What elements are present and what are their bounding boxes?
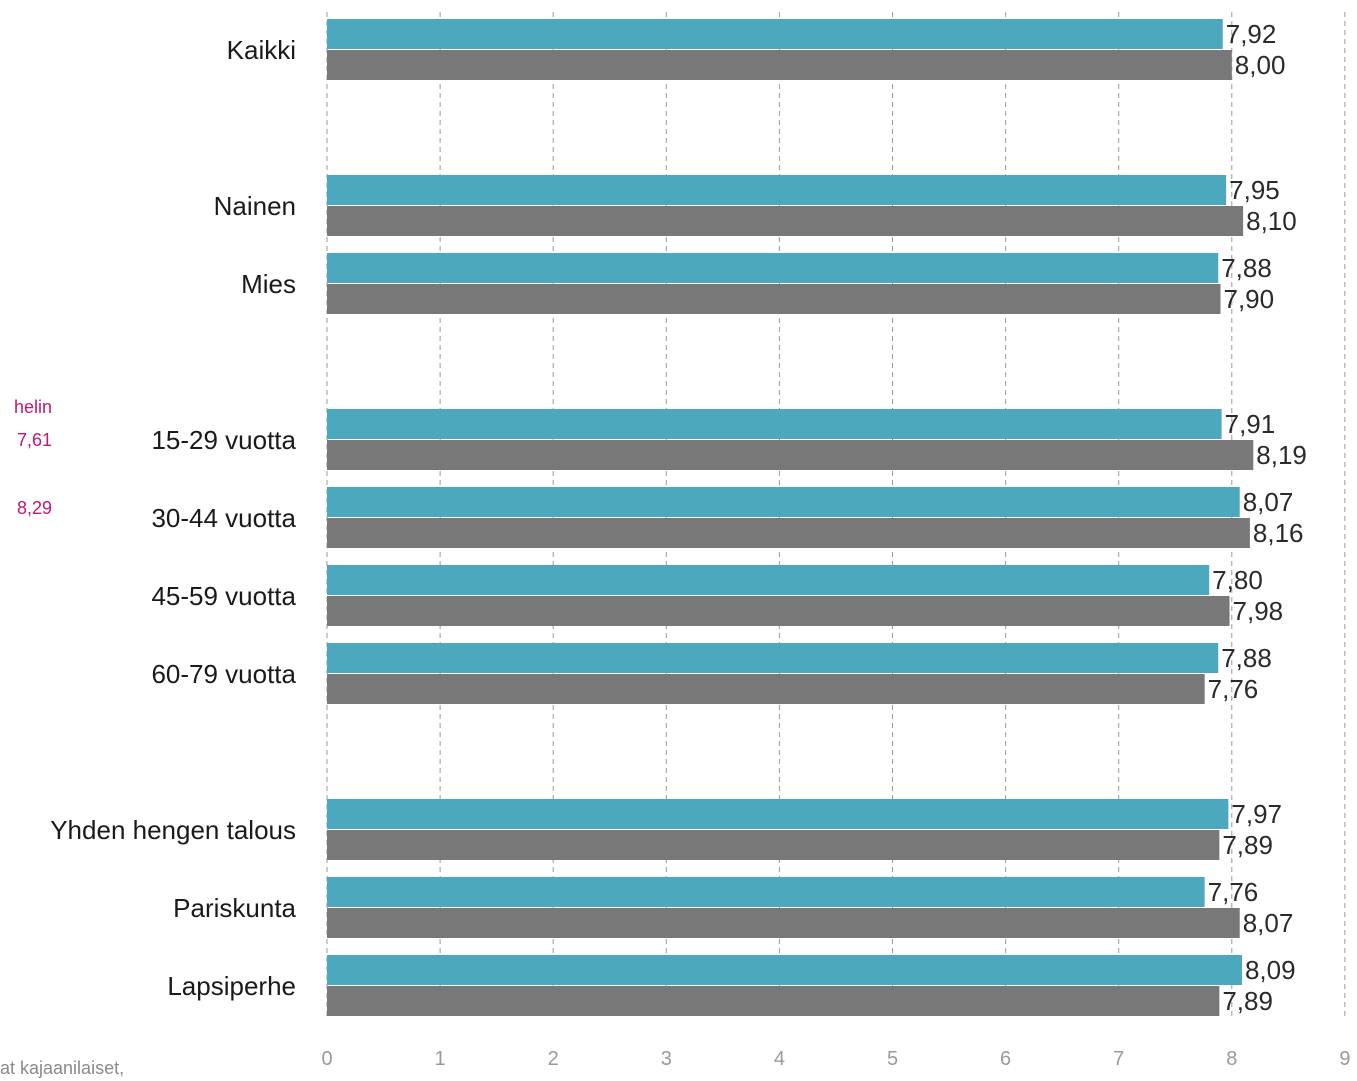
x-tick-label-5: 5	[887, 1048, 898, 1070]
data-label: 7,89	[1222, 986, 1273, 1016]
data-label: 8,16	[1253, 518, 1304, 548]
category-label: 60-79 vuotta	[151, 659, 296, 689]
bar-series-1	[327, 409, 1222, 439]
x-tick-label-3: 3	[661, 1048, 672, 1070]
data-label: 7,76	[1208, 877, 1259, 907]
x-tick-label-6: 6	[1000, 1048, 1011, 1070]
x-axis-ticks: 0 1 2 3 4 5 6 7 8 9	[321, 1048, 1350, 1070]
bar-series-2	[327, 206, 1244, 236]
data-label: 7,97	[1231, 799, 1282, 829]
x-tick-label-0: 0	[321, 1048, 332, 1070]
bar-series-1	[327, 175, 1227, 205]
category-label: Pariskunta	[173, 893, 296, 923]
bar-series-1	[327, 955, 1242, 985]
bar-series-1	[327, 19, 1223, 49]
x-tick-label-1: 1	[435, 1048, 446, 1070]
side-note-1: helin	[14, 397, 52, 417]
data-label: 7,95	[1229, 175, 1280, 205]
x-tick-label-8: 8	[1226, 1048, 1237, 1070]
side-note-3: 8,29	[17, 498, 52, 518]
category-label: Lapsiperhe	[167, 971, 296, 1001]
data-label: 8,09	[1245, 955, 1296, 985]
footnote-text: at kajaanilaiset,	[0, 1058, 124, 1078]
bar-series-2	[327, 908, 1240, 938]
category-label: Mies	[241, 269, 296, 299]
bar-series-2	[327, 518, 1250, 548]
x-tick-label-9: 9	[1339, 1048, 1350, 1070]
category-label: Kaikki	[227, 35, 296, 65]
data-label: 7,92	[1226, 19, 1277, 49]
bar-series-1	[327, 487, 1240, 517]
bar-series-1	[327, 799, 1229, 829]
bar-series-1	[327, 643, 1219, 673]
data-label: 7,76	[1208, 674, 1259, 704]
bar-series-1	[327, 565, 1210, 595]
bar-series-2	[327, 674, 1205, 704]
data-label: 7,89	[1222, 830, 1273, 860]
x-tick-label-7: 7	[1113, 1048, 1124, 1070]
bar-series-1	[327, 253, 1219, 283]
bar-series-2	[327, 284, 1221, 314]
data-label: 8,19	[1256, 440, 1307, 470]
data-label: 7,91	[1225, 409, 1276, 439]
data-label: 7,98	[1233, 596, 1284, 626]
bars	[327, 19, 1254, 1016]
category-label: 30-44 vuotta	[151, 503, 296, 533]
bar-series-2	[327, 440, 1254, 470]
data-label: 8,10	[1246, 206, 1297, 236]
data-label: 7,88	[1221, 253, 1272, 283]
data-label: 7,90	[1223, 284, 1274, 314]
side-note-2: 7,61	[17, 430, 52, 450]
labels: Kaikki7,928,00Nainen7,958,10Mies7,887,90…	[50, 19, 1307, 1016]
data-label: 8,07	[1243, 908, 1294, 938]
bar-series-1	[327, 877, 1205, 907]
data-label: 8,00	[1235, 50, 1286, 80]
x-tick-label-2: 2	[548, 1048, 559, 1070]
data-label: 7,88	[1221, 643, 1272, 673]
bar-series-2	[327, 50, 1232, 80]
category-label: 15-29 vuotta	[151, 425, 296, 455]
x-tick-label-4: 4	[774, 1048, 785, 1070]
bar-series-2	[327, 986, 1220, 1016]
category-label: 45-59 vuotta	[151, 581, 296, 611]
bar-series-2	[327, 830, 1220, 860]
data-label: 8,07	[1243, 487, 1294, 517]
category-label: Yhden hengen talous	[50, 815, 296, 845]
bar-series-2	[327, 596, 1230, 626]
data-label: 7,80	[1212, 565, 1263, 595]
category-label: Nainen	[214, 191, 296, 221]
